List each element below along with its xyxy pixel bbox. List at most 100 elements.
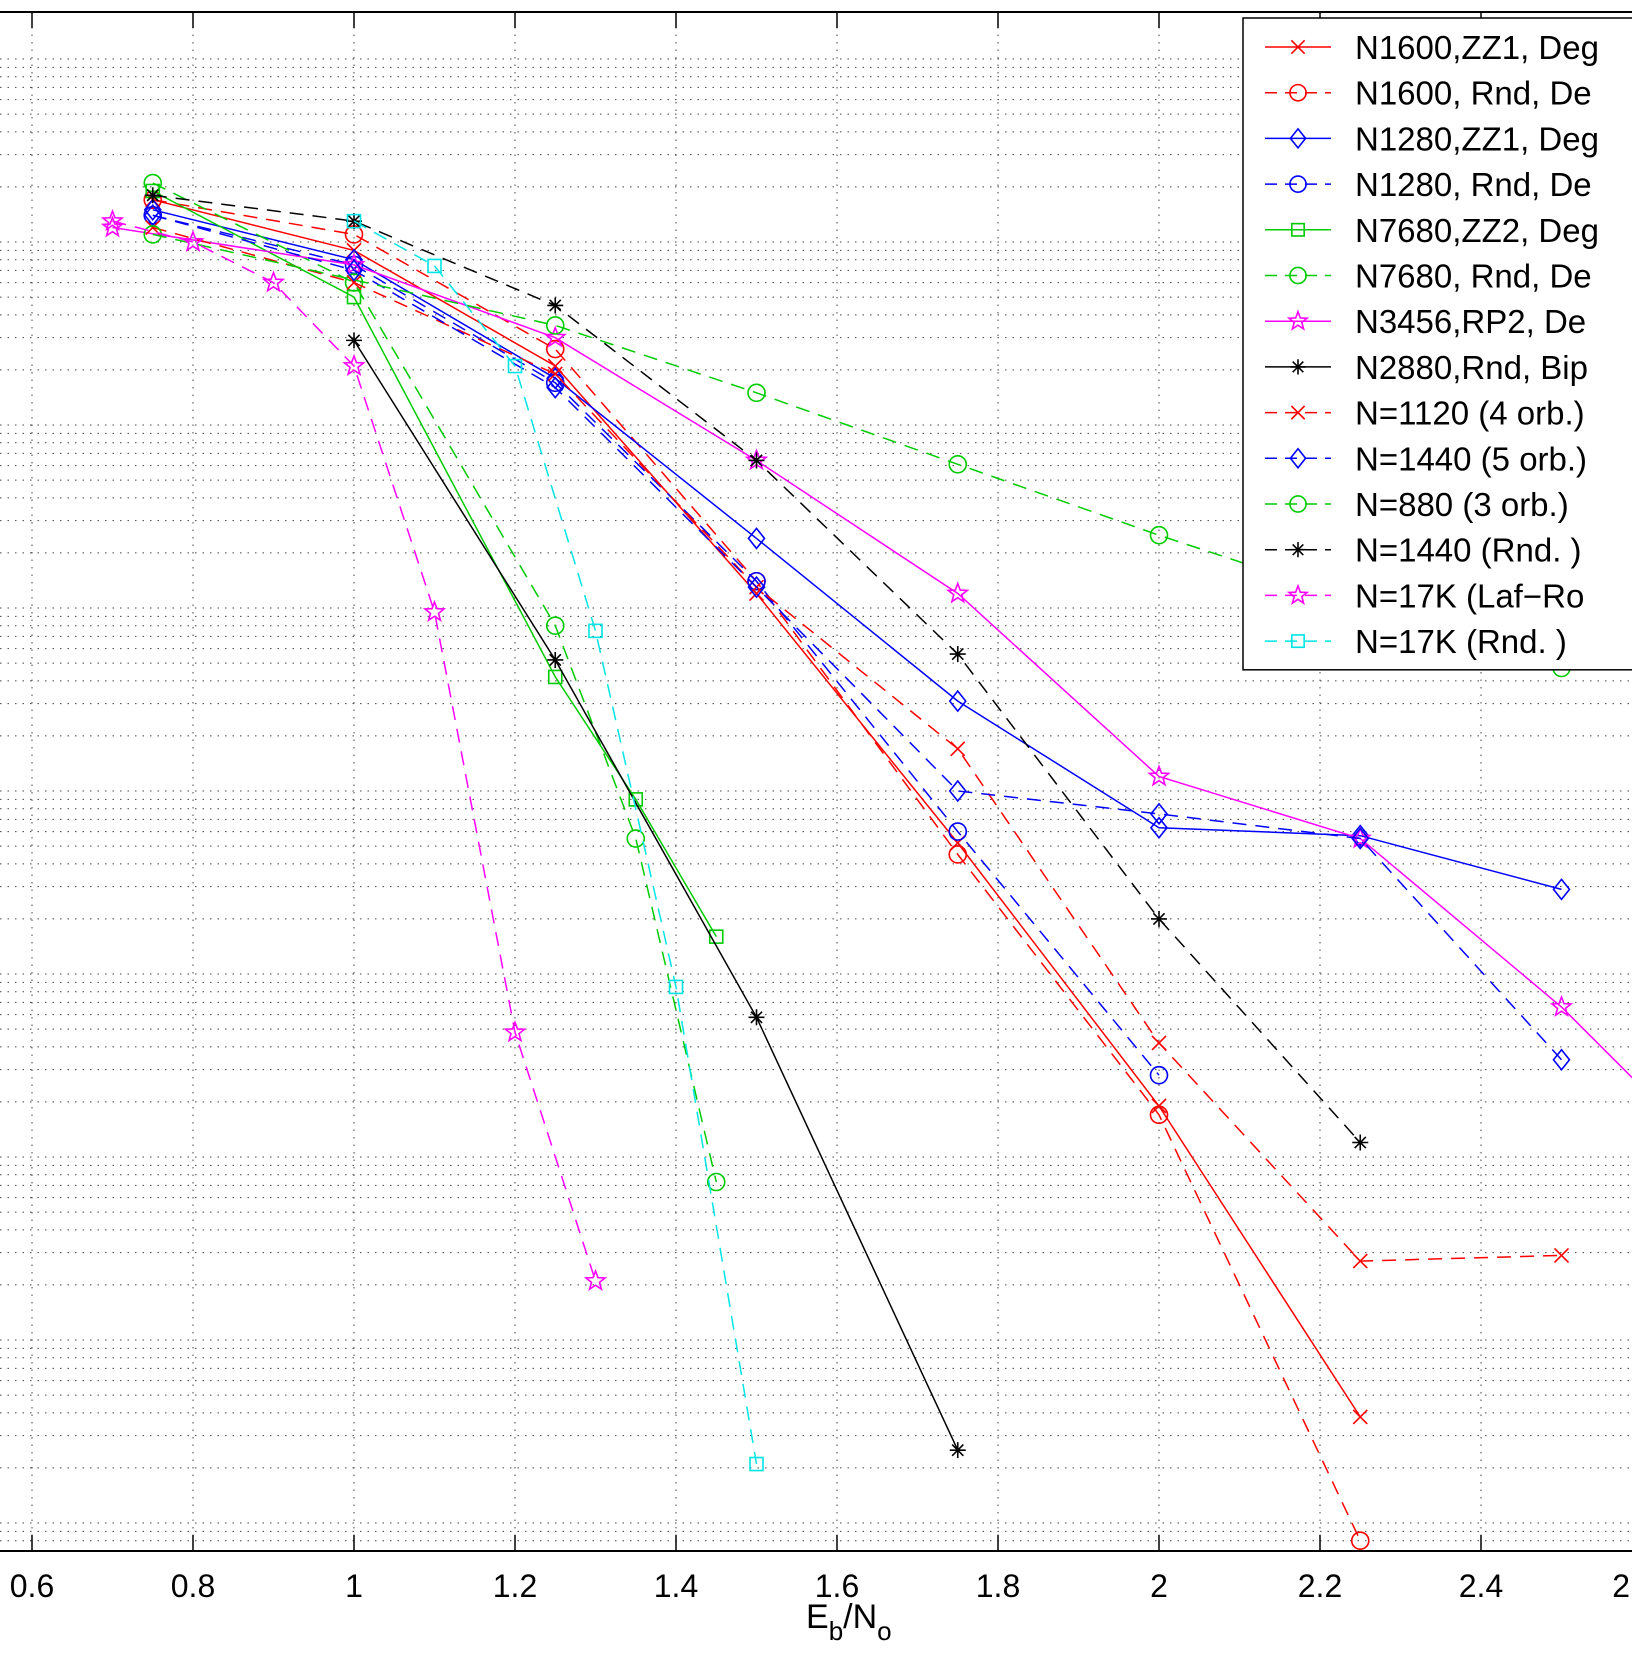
legend-label: N1600,ZZ1, Deg <box>1355 29 1599 66</box>
data-point-square-marker <box>588 623 603 639</box>
legend-label: N=1120 (4 orb.) <box>1355 395 1585 432</box>
legend-entry: N=1440 (Rnd. ) <box>1265 532 1582 569</box>
data-point-star-marker <box>261 270 286 293</box>
data-point-circle-marker <box>1289 83 1307 102</box>
data-point-asterisk-marker <box>547 651 564 668</box>
legend-entry: N=17K (Rnd. ) <box>1265 623 1567 660</box>
data-point-square-marker <box>1291 634 1305 649</box>
series-line <box>152 214 1563 1061</box>
data-point-diamond-marker <box>546 376 565 399</box>
series-11 <box>143 225 1571 678</box>
x-tick-label: 1.4 <box>654 1568 698 1604</box>
x-tick-label: 2.2 <box>1298 1568 1342 1604</box>
x-tick-label: 2 <box>1612 1568 1630 1604</box>
data-point-x-marker <box>1151 1035 1167 1051</box>
x-tick-labels: 0.6 0.8 1 1.2 1.4 1.6 1.8 2 2.2 2.4 2 <box>10 1568 1630 1604</box>
data-point-star-marker <box>1147 764 1171 787</box>
data-point-circle-marker <box>948 822 968 841</box>
data-point-star-marker <box>1286 309 1310 331</box>
data-point-asterisk-marker <box>949 1442 966 1459</box>
x-tick-label: 1 <box>345 1568 363 1604</box>
data-point-asterisk-marker <box>1151 910 1167 927</box>
series-line <box>112 226 1632 1079</box>
legend-entry: N1280, Rnd, De <box>1265 166 1592 203</box>
legend-entry: N3456,RP2, De <box>1265 303 1586 340</box>
data-point-asterisk-marker <box>346 332 362 349</box>
data-point-x-marker <box>950 741 966 757</box>
legend-label: N3456,RP2, De <box>1355 303 1586 340</box>
legend-label: N1280, Rnd, De <box>1355 166 1592 203</box>
data-point-star-marker <box>422 599 447 623</box>
data-point-square-marker <box>708 929 724 944</box>
legend-label: N7680, Rnd, De <box>1355 258 1592 295</box>
x-axis-title-sub-o: o <box>877 1616 891 1646</box>
legend-entry: N=1440 (5 orb.) <box>1265 440 1587 477</box>
series-line <box>152 214 1160 1076</box>
data-point-diamond-marker <box>1289 127 1307 150</box>
data-point-star-marker <box>946 581 970 604</box>
data-point-star-marker <box>342 353 366 376</box>
x-axis-title-sub-b: b <box>829 1616 843 1646</box>
series-5 <box>145 183 724 944</box>
data-point-diamond-marker <box>143 198 162 222</box>
data-point-diamond-marker <box>1552 1048 1571 1072</box>
data-point-circle-marker <box>948 454 968 474</box>
x-tick-label: 1.6 <box>815 1568 859 1604</box>
series-line <box>353 220 758 1465</box>
data-point-asterisk-marker <box>1290 359 1306 375</box>
data-point-star-marker <box>100 208 125 232</box>
legend-entry: N7680, Rnd, De <box>1265 258 1592 295</box>
series-13 <box>100 208 608 1291</box>
data-point-circle-marker <box>1289 266 1307 285</box>
data-point-x-marker <box>547 358 563 374</box>
svg-text:Eb/No: Eb/No <box>806 1598 892 1646</box>
data-point-circle-marker <box>747 383 766 403</box>
data-point-star-marker <box>342 252 366 275</box>
data-point-circle-marker <box>626 829 646 848</box>
data-point-square-marker <box>668 979 684 995</box>
data-point-asterisk-marker <box>1290 542 1306 558</box>
data-point-asterisk-marker <box>748 1009 765 1026</box>
series-4 <box>143 205 1169 1085</box>
data-point-x-marker <box>1290 405 1306 420</box>
data-point-diamond-marker <box>344 259 364 282</box>
legend-entry: N2880,Rnd, Bip <box>1265 349 1588 386</box>
data-point-square-marker <box>346 213 362 229</box>
series-line <box>152 190 717 937</box>
data-point-asterisk-marker <box>949 646 966 663</box>
data-point-square-marker <box>427 258 442 274</box>
x-tick-label: 1.2 <box>493 1568 537 1604</box>
data-point-star-marker <box>583 1268 608 1291</box>
series-7 <box>100 215 1632 1079</box>
legend-box <box>1242 17 1632 671</box>
data-point-star-marker <box>1286 583 1310 605</box>
x-axis-title: Eb/No <box>806 1598 892 1646</box>
data-point-asterisk-marker <box>1352 1134 1369 1151</box>
data-point-diamond-marker <box>1351 824 1370 847</box>
data-point-x-marker <box>1352 1253 1368 1269</box>
data-point-diamond-marker <box>1552 878 1571 901</box>
series-line <box>152 182 718 1183</box>
x-tick-label: 2.4 <box>1459 1568 1503 1604</box>
data-point-square-marker <box>749 1456 764 1472</box>
data-point-diamond-marker <box>948 689 967 713</box>
data-point-circle-marker <box>1149 1105 1169 1125</box>
data-point-circle-marker <box>1149 525 1169 545</box>
data-point-star-marker <box>543 325 567 348</box>
data-point-circle-marker <box>706 1172 726 1192</box>
legend-entry: N7680,ZZ2, Deg <box>1265 212 1599 249</box>
data-point-square-marker <box>547 669 563 685</box>
data-point-circle-marker <box>545 316 565 335</box>
legend-label: N=1440 (Rnd. ) <box>1355 532 1582 569</box>
x-axis-title-slash-n: /N <box>843 1598 877 1636</box>
legend: N1600,ZZ1, Deg N1600, Rnd, De N1280,ZZ1, D… <box>1242 17 1632 671</box>
data-point-star-marker <box>1348 826 1372 849</box>
x-tick-label: 0.8 <box>171 1568 215 1604</box>
data-point-star-marker <box>100 215 125 238</box>
data-point-star-marker <box>503 1020 527 1043</box>
data-point-diamond-marker <box>948 779 967 803</box>
legend-label: N1600, Rnd, De <box>1355 75 1592 112</box>
series-line <box>152 226 1562 1262</box>
data-point-circle-marker <box>1350 1531 1370 1551</box>
series-line <box>112 220 597 1282</box>
